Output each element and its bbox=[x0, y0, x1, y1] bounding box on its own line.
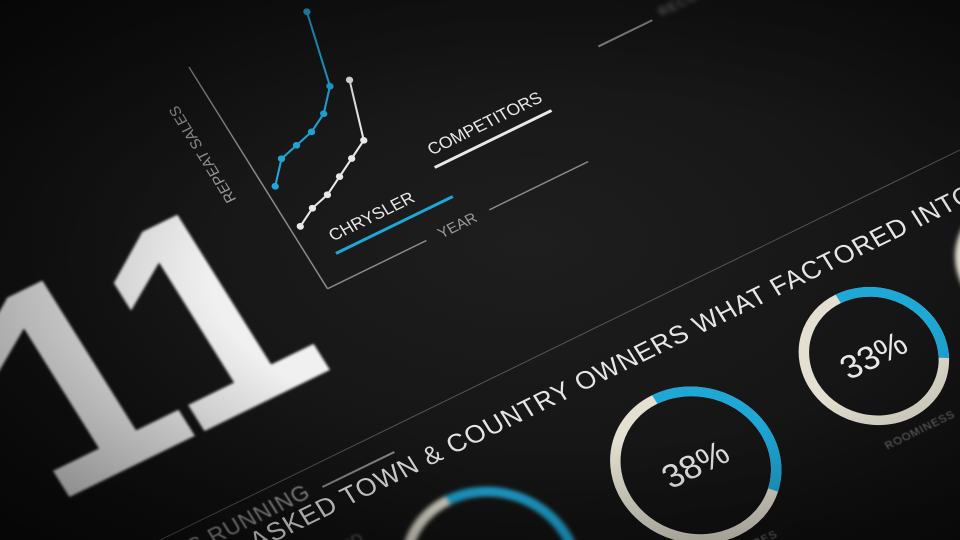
series-point-chrysler bbox=[320, 110, 328, 118]
chart-x-label: YEAR bbox=[435, 210, 481, 242]
x-axis-right bbox=[488, 160, 589, 211]
series-point-competitors bbox=[335, 173, 344, 180]
series-line-chrysler bbox=[274, 11, 332, 187]
series-point-competitors bbox=[348, 155, 356, 162]
series-point-competitors bbox=[345, 76, 354, 84]
x-axis-left bbox=[327, 239, 427, 290]
series-point-chrysler bbox=[326, 82, 334, 90]
series-point-competitors bbox=[296, 223, 304, 230]
series-point-competitors bbox=[360, 136, 368, 144]
series-point-chrysler bbox=[271, 182, 279, 190]
series-point-chrysler bbox=[303, 8, 311, 16]
recommend-caption: RECOMMEND bbox=[655, 0, 749, 19]
